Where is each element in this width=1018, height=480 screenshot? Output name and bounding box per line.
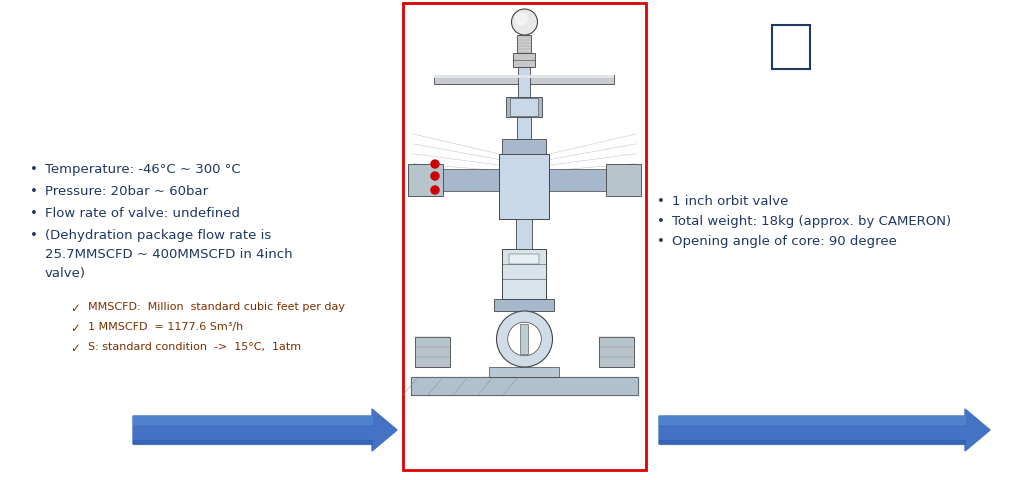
Bar	[516, 219, 532, 249]
Bar	[517, 35, 531, 53]
Text: •: •	[30, 185, 38, 198]
Text: •: •	[30, 163, 38, 176]
Text: •: •	[30, 207, 38, 220]
Text: ✓: ✓	[70, 342, 79, 355]
Bar	[435, 75, 615, 78]
Text: Total weight: 18kg (approx. by CAMERON): Total weight: 18kg (approx. by CAMERON)	[672, 215, 951, 228]
Text: •: •	[657, 195, 665, 208]
Bar	[507, 97, 543, 117]
Text: Pressure: 20bar ~ 60bar: Pressure: 20bar ~ 60bar	[45, 185, 208, 198]
Bar	[490, 367, 560, 377]
Text: ✓: ✓	[70, 322, 79, 335]
Bar	[518, 67, 530, 97]
Text: valve): valve)	[45, 267, 86, 280]
Bar	[599, 337, 634, 367]
Bar	[408, 169, 500, 191]
Bar	[403, 3, 646, 470]
Bar	[550, 169, 636, 191]
Polygon shape	[133, 440, 372, 444]
Text: •: •	[30, 229, 38, 242]
Circle shape	[515, 12, 528, 25]
Text: •: •	[657, 235, 665, 248]
Bar	[500, 154, 550, 219]
Text: Flow rate of valve: undefined: Flow rate of valve: undefined	[45, 207, 240, 220]
Polygon shape	[659, 409, 989, 451]
Bar	[495, 299, 555, 311]
Bar	[510, 98, 539, 116]
Bar	[408, 164, 443, 196]
Text: 1 inch orbit valve: 1 inch orbit valve	[672, 195, 788, 208]
Bar	[503, 249, 547, 299]
Text: •: •	[657, 215, 665, 228]
Bar	[509, 254, 540, 264]
Polygon shape	[133, 416, 372, 424]
Text: ✓: ✓	[70, 302, 79, 315]
Circle shape	[508, 322, 542, 356]
Text: 1 MMSCFD  = 1177.6 Sm³/h: 1 MMSCFD = 1177.6 Sm³/h	[88, 322, 243, 332]
Bar	[520, 324, 528, 354]
Bar	[415, 337, 450, 367]
Bar	[517, 117, 531, 139]
Polygon shape	[133, 409, 397, 451]
Text: Opening angle of core: 90 degree: Opening angle of core: 90 degree	[672, 235, 897, 248]
Polygon shape	[659, 416, 965, 424]
Bar	[606, 164, 641, 196]
Text: MMSCFD:  Million  standard cubic feet per day: MMSCFD: Million standard cubic feet per …	[88, 302, 345, 312]
Polygon shape	[411, 377, 638, 395]
Circle shape	[511, 9, 538, 35]
Bar	[772, 25, 810, 69]
Text: S: standard condition  ->  15°C,  1atm: S: standard condition -> 15°C, 1atm	[88, 342, 301, 352]
Bar	[435, 75, 615, 84]
Circle shape	[431, 160, 439, 168]
Text: (Dehydration package flow rate is: (Dehydration package flow rate is	[45, 229, 271, 242]
Circle shape	[497, 311, 553, 367]
Bar	[513, 53, 535, 67]
Polygon shape	[659, 440, 965, 444]
Bar	[503, 139, 547, 154]
Text: 25.7MMSCFD ~ 400MMSCFD in 4inch: 25.7MMSCFD ~ 400MMSCFD in 4inch	[45, 248, 292, 261]
Text: Temperature: -46°C ~ 300 °C: Temperature: -46°C ~ 300 °C	[45, 163, 240, 176]
Circle shape	[431, 186, 439, 194]
Circle shape	[431, 172, 439, 180]
